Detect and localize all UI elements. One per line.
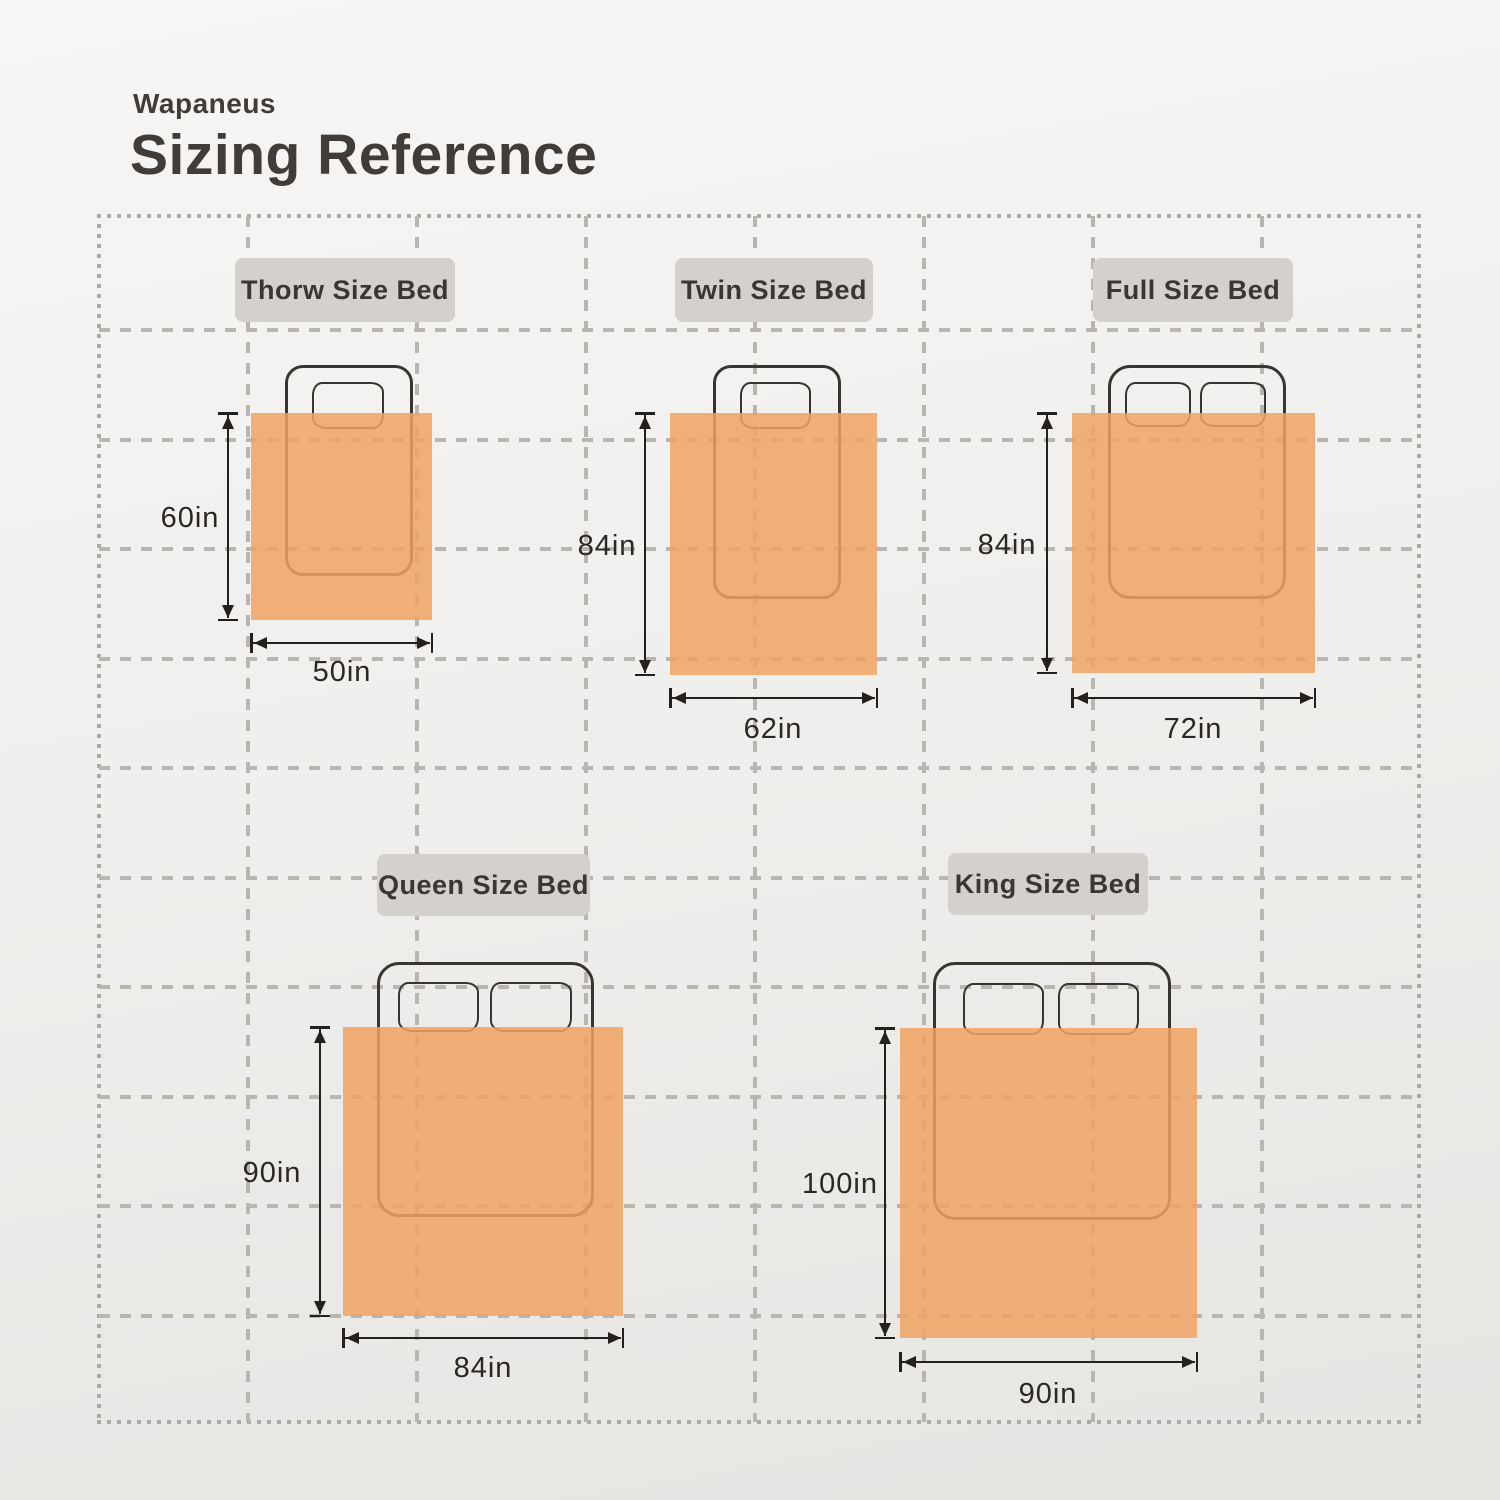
arrow-stem: [643, 415, 647, 673]
arrow-end-bar: [218, 618, 238, 621]
arrow-end-bar: [875, 1027, 895, 1030]
arrow-end-bar: [1071, 688, 1074, 708]
width-arrow: [250, 633, 433, 653]
bed-label-chip: Thorw Size Bed: [235, 258, 455, 322]
length-arrow: [310, 1026, 330, 1317]
arrow-stem: [226, 415, 230, 618]
arrow-end-bar: [875, 1336, 895, 1339]
arrow-end-bar: [635, 673, 655, 676]
width-arrow: [669, 688, 878, 708]
grid-line-v: [1260, 216, 1264, 1422]
length-arrow: [875, 1027, 895, 1339]
grid-border-top: [97, 214, 1421, 218]
grid-line-h: [99, 1314, 1419, 1318]
grid-line-h: [99, 328, 1419, 332]
arrow-end-bar: [342, 1328, 345, 1348]
arrow-stem: [883, 1030, 887, 1336]
arrow-end-bar: [899, 1352, 902, 1372]
arrow-head-right-icon: [861, 692, 875, 704]
length-value: 60in: [160, 502, 220, 534]
arrow-stem: [672, 696, 875, 700]
grid-line-v: [415, 216, 419, 1422]
arrow-end-bar: [1037, 671, 1057, 674]
length-value: 84in: [577, 530, 637, 562]
arrow-head-right-icon: [607, 1332, 621, 1344]
length-arrow: [635, 412, 655, 676]
arrow-end-bar: [1313, 688, 1316, 708]
arrow-end-bar: [621, 1328, 624, 1348]
arrow-stem: [1045, 415, 1049, 671]
arrow-end-bar: [310, 1314, 330, 1317]
bed-label-chip: King Size Bed: [948, 853, 1148, 915]
width-arrow: [342, 1328, 624, 1348]
width-value: 62in: [743, 713, 803, 745]
arrow-stem: [345, 1336, 621, 1340]
grid-line-h: [99, 876, 1419, 880]
arrow-stem: [318, 1029, 322, 1314]
bed-label-chip: Queen Size Bed: [377, 854, 590, 916]
arrow-end-bar: [218, 412, 238, 415]
arrow-head-down-icon: [314, 1300, 326, 1314]
grid-line-v: [1091, 216, 1095, 1422]
length-arrow: [1037, 412, 1057, 674]
arrow-head-down-icon: [222, 604, 234, 618]
blanket-overlay: [900, 1028, 1197, 1338]
arrow-end-bar: [669, 688, 672, 708]
arrow-head-right-icon: [1181, 1356, 1195, 1368]
arrow-head-down-icon: [879, 1322, 891, 1336]
grid-line-v: [584, 216, 588, 1422]
length-arrow: [218, 412, 238, 621]
arrow-head-down-icon: [639, 659, 651, 673]
arrow-head-down-icon: [1041, 657, 1053, 671]
length-value: 90in: [242, 1157, 302, 1189]
grid-line-h: [99, 766, 1419, 770]
length-value: 100in: [802, 1168, 878, 1200]
width-value: 84in: [453, 1352, 513, 1384]
brand-name: Wapaneus: [133, 88, 276, 119]
width-arrow: [899, 1352, 1198, 1372]
arrow-stem: [902, 1360, 1195, 1364]
grid-line-h: [99, 1095, 1419, 1099]
bed-label-chip: Full Size Bed: [1093, 258, 1293, 322]
pillow-icon: [490, 982, 572, 1032]
arrow-end-bar: [1195, 1352, 1198, 1372]
length-value: 84in: [977, 529, 1037, 561]
arrow-end-bar: [430, 633, 433, 653]
grid-line-v: [246, 216, 250, 1422]
arrow-end-bar: [875, 688, 878, 708]
arrow-stem: [253, 641, 430, 645]
page-title: Sizing Reference: [130, 123, 598, 187]
blanket-overlay: [1072, 413, 1315, 673]
width-value: 50in: [312, 656, 372, 688]
grid-line-h: [99, 1204, 1419, 1208]
arrow-end-bar: [250, 633, 253, 653]
arrow-head-right-icon: [416, 637, 430, 649]
grid-line-h: [99, 985, 1419, 989]
blanket-overlay: [670, 413, 877, 675]
arrow-stem: [1074, 696, 1313, 700]
arrow-end-bar: [310, 1026, 330, 1029]
blanket-overlay: [343, 1027, 623, 1316]
grid-line-v: [753, 216, 757, 1422]
width-arrow: [1071, 688, 1316, 708]
arrow-head-right-icon: [1299, 692, 1313, 704]
width-value: 90in: [1018, 1378, 1078, 1410]
pillow-icon: [398, 982, 479, 1032]
grid-border-right: [1417, 214, 1421, 1424]
arrow-end-bar: [1037, 412, 1057, 415]
bed-label-chip: Twin Size Bed: [675, 258, 873, 322]
blanket-overlay: [251, 413, 432, 620]
width-value: 72in: [1163, 713, 1223, 745]
arrow-end-bar: [635, 412, 655, 415]
grid-line-v: [922, 216, 926, 1422]
grid-border-left: [97, 214, 101, 1424]
grid-border-bottom: [97, 1420, 1421, 1424]
